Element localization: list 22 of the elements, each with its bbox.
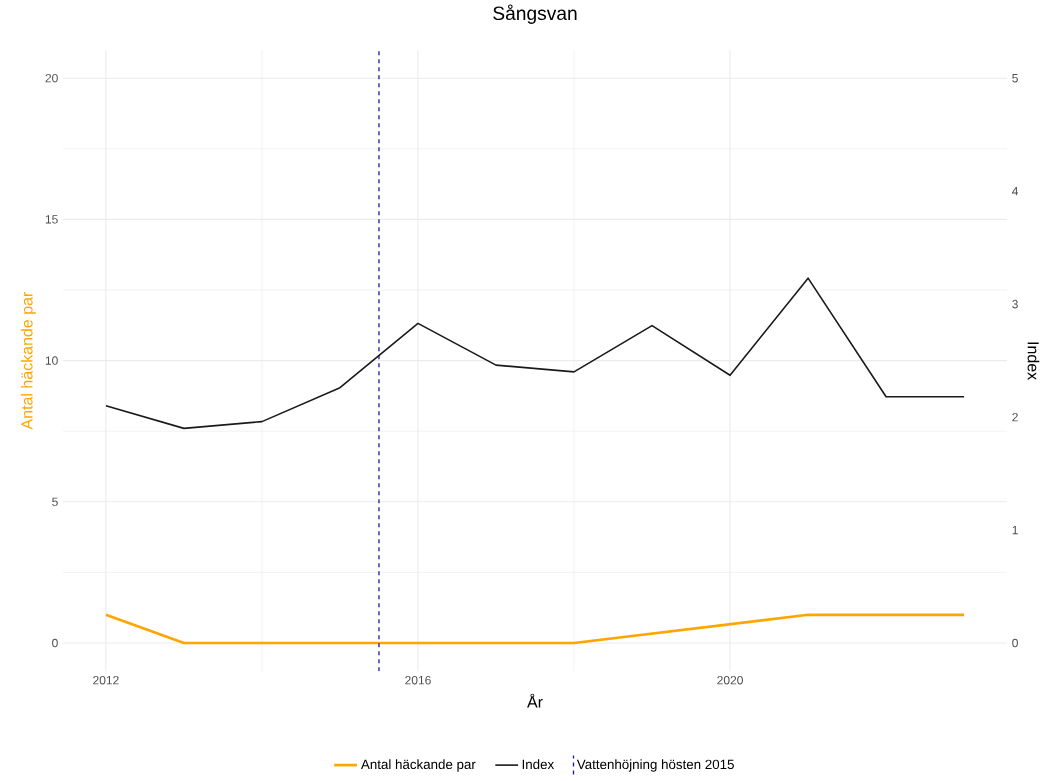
y2-tick-label: 0 bbox=[1012, 638, 1018, 648]
y2-tick-label: 3 bbox=[1012, 299, 1018, 309]
legend-label: Antal häckande par bbox=[360, 759, 476, 772]
x-tick-label: 2016 bbox=[405, 675, 431, 685]
y2-tick-label: 5 bbox=[1012, 73, 1018, 83]
y-tick-label: 10 bbox=[45, 356, 58, 365]
line-series bbox=[105, 277, 965, 430]
legend-label: Index bbox=[522, 759, 555, 769]
y2-tick-label: 2 bbox=[1012, 412, 1018, 422]
x-tick-label: 2012 bbox=[93, 675, 119, 685]
x-axis-title: År bbox=[527, 693, 543, 708]
x-tick-label: 2020 bbox=[717, 675, 743, 685]
y-tick-label: 5 bbox=[52, 497, 58, 506]
y-tick-label: 20 bbox=[45, 73, 58, 83]
y-tick-label: 0 bbox=[52, 638, 58, 648]
y2-tick-label: 1 bbox=[1012, 525, 1018, 535]
y2-tick-label: 4 bbox=[1012, 186, 1019, 196]
y2-axis-title: Index bbox=[1027, 342, 1040, 380]
y-tick-label: 15 bbox=[45, 215, 58, 224]
y-axis-title: Antal häckande par bbox=[20, 291, 36, 430]
chart-title: Sångsvan bbox=[493, 4, 577, 24]
legend-label: Vattenhöjning hösten 2015 bbox=[576, 759, 734, 772]
